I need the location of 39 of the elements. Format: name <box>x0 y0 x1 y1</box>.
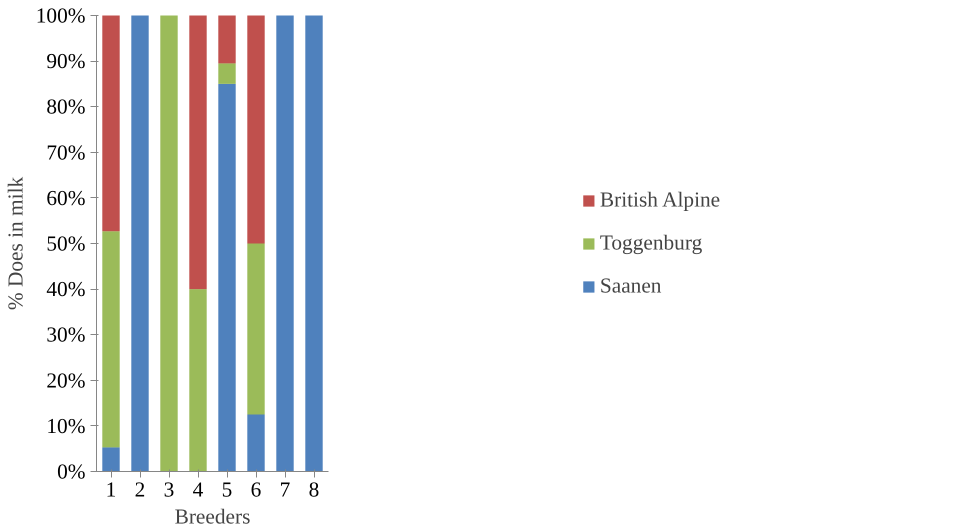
bar <box>218 63 236 84</box>
y-tick-label: 60% <box>46 186 86 210</box>
x-tick-label: 7 <box>280 478 291 502</box>
legend-label: British Alpine <box>600 188 720 212</box>
bar <box>102 16 120 232</box>
y-tick-label: 30% <box>46 322 86 347</box>
y-axis-title: % Does in milk <box>4 176 28 310</box>
legend-label: Toggenburg <box>600 230 702 256</box>
y-tick-label: 100% <box>36 4 86 28</box>
bar <box>218 84 236 472</box>
bar <box>218 16 236 64</box>
bar <box>160 16 178 472</box>
y-tick-label: 40% <box>46 277 86 302</box>
y-tick-label: 20% <box>46 368 86 392</box>
x-tick-label: 6 <box>250 478 262 502</box>
y-tick-label: 10% <box>46 414 86 438</box>
bar <box>189 289 207 472</box>
bar <box>131 16 149 472</box>
y-tick-label: 70% <box>46 140 86 164</box>
x-tick-label: 3 <box>164 478 174 502</box>
bar <box>102 231 120 448</box>
legend-label: Saanen <box>600 274 662 298</box>
bar <box>247 414 265 472</box>
x-tick-label: 4 <box>192 478 204 502</box>
y-tick-label: 50% <box>46 232 86 256</box>
y-tick-label: 0% <box>57 460 86 484</box>
y-tick-label: 90% <box>46 49 86 74</box>
bar <box>102 447 120 472</box>
x-tick-label: 5 <box>222 478 232 502</box>
x-tick-label: 2 <box>134 478 146 502</box>
bar <box>247 244 265 414</box>
x-axis-title: Breeders <box>174 504 250 528</box>
bar <box>247 16 265 244</box>
bar <box>189 16 207 290</box>
bar <box>305 16 323 472</box>
y-tick-label: 80% <box>46 94 86 119</box>
x-tick-label: 1 <box>106 478 116 502</box>
bar <box>276 16 294 472</box>
x-tick-label: 8 <box>308 478 320 502</box>
